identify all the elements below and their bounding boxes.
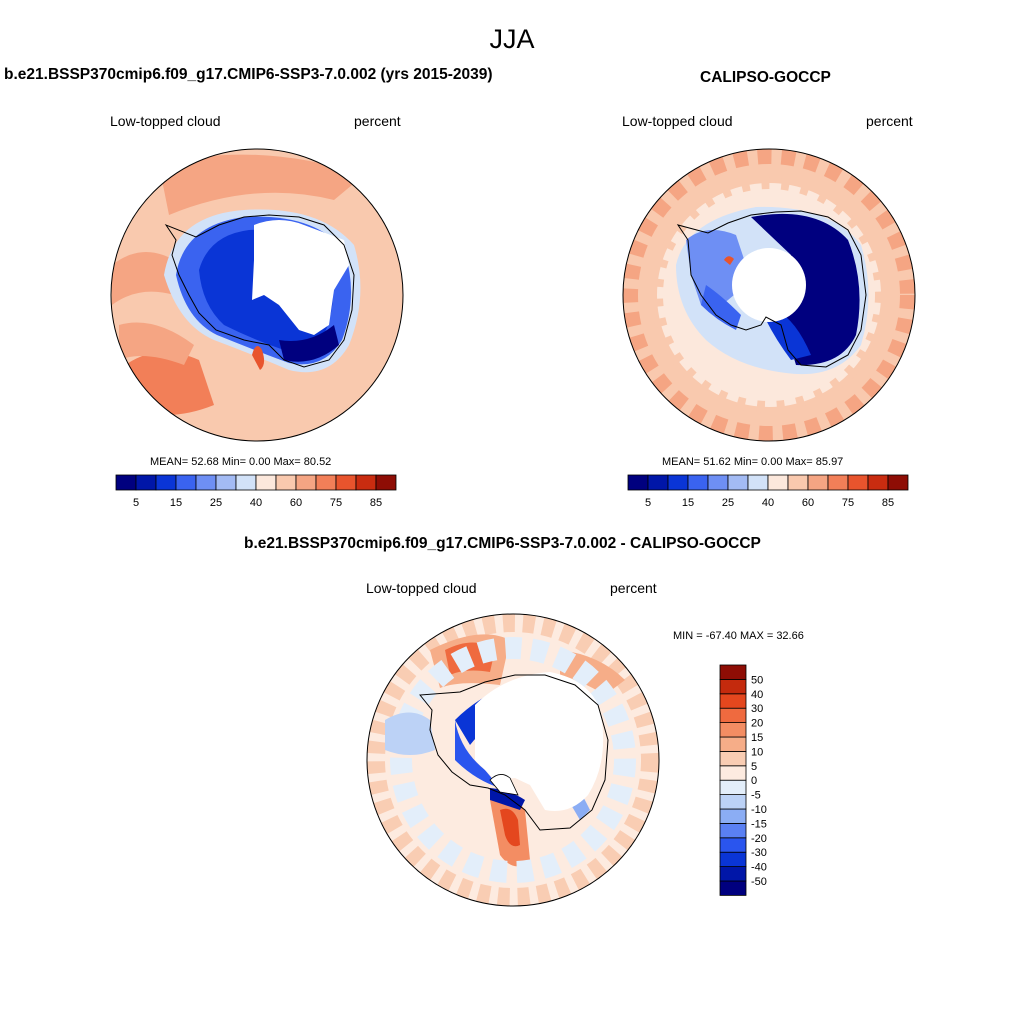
panel3-colorbar-tick-label: -30 — [751, 847, 767, 859]
panel1-colorbar-box — [355, 474, 377, 491]
panel3-colorbar-tick-label: 50 — [751, 674, 763, 686]
panel3-colorbar-tick-label: 5 — [751, 761, 757, 773]
panel3-colorbar-tick-label: 30 — [751, 703, 763, 715]
panel3-units-label: percent — [610, 580, 657, 596]
panel2-colorbar-box — [807, 474, 829, 491]
panel2-units-label: percent — [866, 113, 913, 129]
panel1-colorbar-tick-label: 85 — [370, 497, 382, 509]
panel3-colorbar-box — [719, 837, 747, 853]
panel1-colorbar-box — [195, 474, 217, 491]
panel1-colorbar-box — [235, 474, 257, 491]
panel3-colorbar-tick-label: 40 — [751, 689, 763, 701]
panel2-colorbar-box — [867, 474, 889, 491]
panel3-colorbar-tick-label: -40 — [751, 862, 767, 874]
panel1-colorbar-tick-label: 25 — [210, 497, 222, 509]
panel3-colorbar-box — [719, 880, 747, 896]
panel1-units-label: percent — [354, 113, 401, 129]
panel3-colorbar-box — [719, 822, 747, 839]
panel3-polar-map — [366, 613, 660, 907]
panel2-colorbar-box — [687, 474, 709, 491]
panel2-colorbar-box — [647, 474, 669, 491]
panel1-colorbar-box — [175, 474, 197, 491]
panel2-colorbar-box — [727, 474, 749, 491]
panel3-colorbar-tick-label: 10 — [751, 746, 763, 758]
panel2-colorbar-box — [767, 474, 789, 491]
panel2-colorbar-tick-label: 5 — [645, 497, 651, 509]
panel1-colorbar-tick-label: 40 — [250, 497, 262, 509]
panel1-colorbar-box — [335, 474, 357, 491]
panel1-colorbar-box — [255, 474, 277, 491]
panel3-colorbar-box — [719, 779, 747, 795]
panel3-colorbar-box — [719, 866, 747, 882]
panel3-colorbar-tick-label: -10 — [751, 804, 767, 816]
panel3-stats: MIN = -67.40 MAX = 32.66 — [673, 630, 804, 642]
panel2-colorbar-box — [887, 474, 909, 491]
panel3-colorbar-box — [719, 794, 747, 810]
panel1-colorbar-box — [275, 474, 297, 491]
panel2-colorbar-box — [627, 474, 649, 491]
panel1-variable-label: Low-topped cloud — [110, 113, 221, 129]
panel3-title: b.e21.BSSP370cmip6.f09_g17.CMIP6-SSP3-7.… — [244, 535, 761, 552]
panel1-colorbar: 515254060758595 — [115, 474, 397, 509]
panel3-colorbar-tick-label: 15 — [751, 732, 763, 744]
panel3-colorbar-box — [719, 722, 747, 738]
panel2-colorbar-box — [747, 474, 769, 491]
panel3-colorbar-tick-label: 0 — [751, 775, 757, 787]
panel2-colorbar-tick-label: 85 — [882, 497, 894, 509]
panel2-colorbar-box — [787, 474, 809, 491]
panel1-colorbar-box — [375, 474, 397, 491]
panel2-colorbar-box — [707, 474, 729, 491]
panel3-colorbar-tick-label: -5 — [751, 790, 761, 802]
panel2-title: CALIPSO-GOCCP — [700, 69, 831, 86]
panel2-colorbar-box — [827, 474, 849, 491]
panel3-colorbar-box — [719, 851, 747, 867]
panel3-colorbar-tick-label: -15 — [751, 818, 767, 830]
panel3-colorbar-tick-label: 20 — [751, 718, 763, 730]
panel3-colorbar-box — [719, 678, 747, 695]
panel3-colorbar-tick-label: -20 — [751, 833, 767, 845]
panel1-colorbar-box — [115, 474, 137, 491]
panel1-colorbar-tick-label: 60 — [290, 497, 302, 509]
panel1-title: b.e21.BSSP370cmip6.f09_g17.CMIP6-SSP3-7.… — [4, 66, 493, 83]
panel3-colorbar-box — [719, 707, 747, 724]
panel2-colorbar-tick-label: 75 — [842, 497, 854, 509]
panel1-colorbar-box — [295, 474, 317, 491]
panel2-polar-map — [622, 148, 916, 442]
panel1-colorbar-box — [135, 474, 157, 491]
panel3-colorbar-box — [719, 664, 747, 680]
panel2-colorbar-box — [847, 474, 869, 491]
panel2-colorbar-tick-label: 40 — [762, 497, 774, 509]
panel3-variable-label: Low-topped cloud — [366, 580, 477, 596]
panel1-colorbar-box — [155, 474, 177, 491]
panel1-colorbar-tick-label: 15 — [170, 497, 182, 509]
panel1-colorbar-box — [315, 474, 337, 491]
panel1-colorbar-tick-label: 75 — [330, 497, 342, 509]
panel2-colorbar-tick-label: 60 — [802, 497, 814, 509]
panel3-colorbar-box — [719, 765, 747, 781]
panel3-colorbar-box — [719, 693, 747, 709]
panel1-colorbar-box — [215, 474, 237, 491]
panel2-variable-label: Low-topped cloud — [622, 113, 733, 129]
panel2-colorbar-tick-label: 15 — [682, 497, 694, 509]
panel2-colorbar-box — [667, 474, 689, 491]
figure-title: JJA — [489, 24, 535, 54]
panel2-colorbar: 515254060758595 — [627, 474, 909, 509]
panel2-colorbar-tick-label: 25 — [722, 497, 734, 509]
panel1-polar-map — [110, 148, 404, 442]
panel3-colorbar-box — [719, 736, 747, 752]
panel3-colorbar-tick-label: -50 — [751, 876, 767, 888]
panel3-colorbar-box — [719, 808, 747, 824]
panel3-colorbar-box — [719, 751, 747, 767]
panel2-stats: MEAN= 51.62 Min= 0.00 Max= 85.97 — [662, 456, 844, 468]
panel1-stats: MEAN= 52.68 Min= 0.00 Max= 80.52 — [150, 456, 332, 468]
panel1-colorbar-tick-label: 5 — [133, 497, 139, 509]
